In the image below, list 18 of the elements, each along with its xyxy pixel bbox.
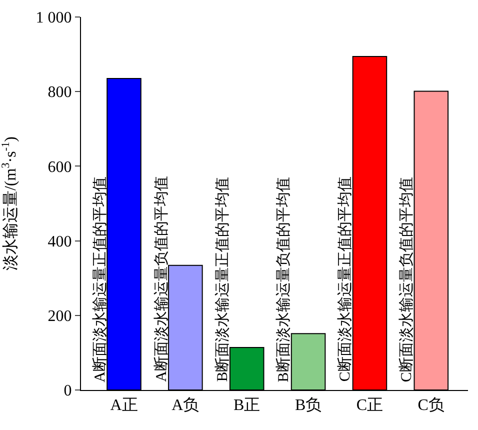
annotation: C断面淡水输运量正值的平均值 <box>336 176 354 382</box>
annotation: B断面淡水输运量负值的平均值 <box>275 177 292 382</box>
x-tick-label: C正 <box>356 397 384 414</box>
y-tick-label: 400 <box>48 233 72 250</box>
x-tick-label: B负 <box>294 396 322 414</box>
y-tick-label: 0 <box>64 382 72 400</box>
annotation: C断面淡水输运量负值的平均值 <box>398 177 416 382</box>
annotation: A断面淡水输运量负值的平均值 <box>152 176 170 382</box>
x-tick-label: A正 <box>110 397 138 414</box>
x-tick-label: C负 <box>418 396 444 414</box>
annotation: A断面淡水输运量正值的平均值 <box>91 176 108 382</box>
y-tick-label: 1 000 <box>36 10 72 27</box>
x-tick-label: B正 <box>234 397 260 414</box>
y-tick-label: 800 <box>48 84 72 102</box>
y-tick-label: 600 <box>48 158 72 176</box>
x-tick-label: A负 <box>172 396 200 414</box>
annotation: B断面淡水输运量正值的平均值 <box>214 176 231 382</box>
y-tick-label: 200 <box>48 308 72 325</box>
